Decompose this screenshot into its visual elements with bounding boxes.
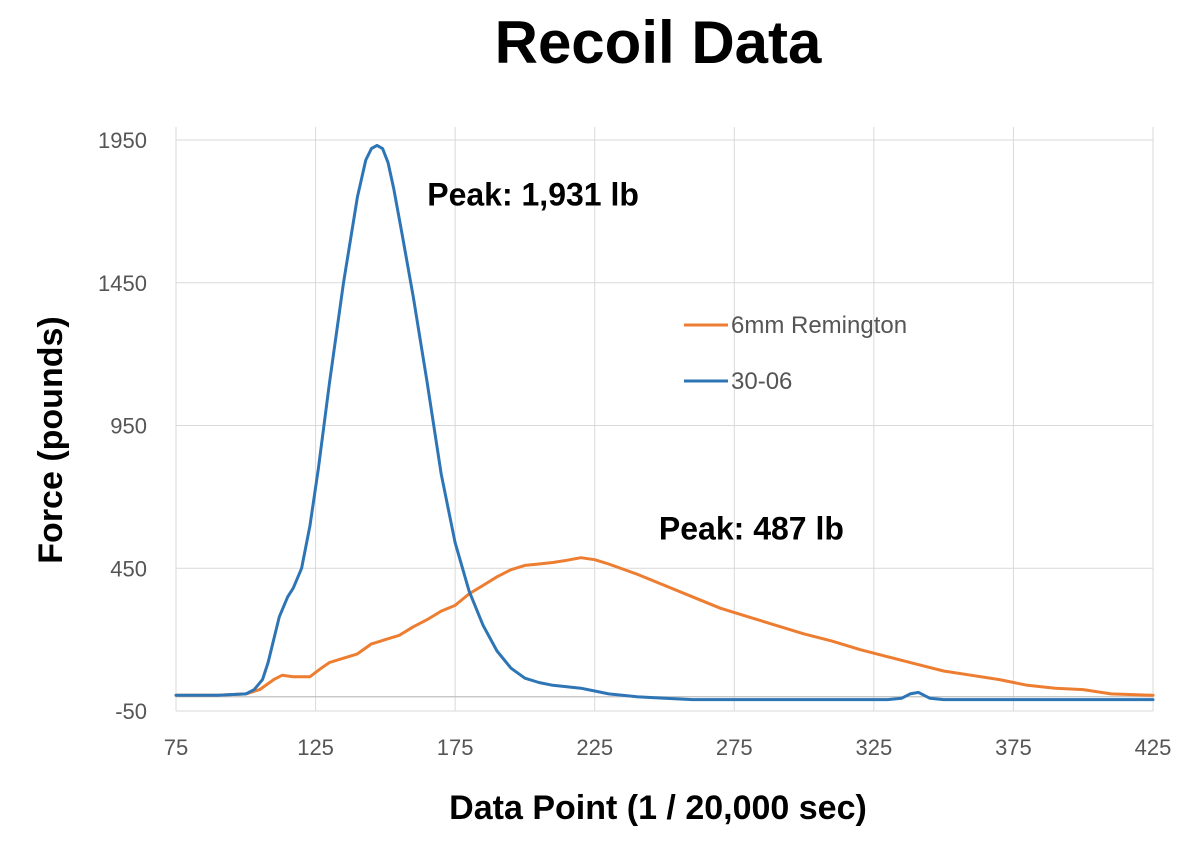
y-axis-ticks: -50 450 950 1450 1950 <box>98 128 147 724</box>
y-tick-label: 1950 <box>98 128 147 153</box>
peak-annotation: Peak: 487 lb <box>659 511 844 547</box>
annotation-layer: Peak: 1,931 lb Peak: 487 lb <box>427 177 844 547</box>
y-axis-title: Force (pounds) <box>32 316 70 563</box>
x-axis-title: Data Point (1 / 20,000 sec) <box>449 789 867 827</box>
peak-annotation: Peak: 1,931 lb <box>427 177 639 213</box>
y-tick-label: 1450 <box>98 271 147 296</box>
series-layer <box>174 143 1155 702</box>
legend: 6mm Remington 30-06 <box>684 312 907 395</box>
x-tick-label: 275 <box>716 735 753 760</box>
x-axis-ticks: 75 125 175 225 275 325 375 425 <box>164 735 1172 760</box>
series-line-6mm-remington <box>174 556 1155 697</box>
x-tick-label: 125 <box>297 735 334 760</box>
chart-title: Recoil Data <box>494 9 822 76</box>
series-line-30-06 <box>174 143 1155 702</box>
gridlines <box>175 127 1154 712</box>
x-tick-label: 175 <box>437 735 474 760</box>
x-tick-label: 225 <box>576 735 613 760</box>
y-tick-label: 450 <box>110 556 147 581</box>
legend-label: 6mm Remington <box>731 312 907 339</box>
y-tick-label: -50 <box>115 699 147 724</box>
legend-label: 30-06 <box>731 368 792 395</box>
x-tick-label: 325 <box>855 735 892 760</box>
x-tick-label: 425 <box>1135 735 1172 760</box>
y-tick-label: 950 <box>110 414 147 439</box>
x-tick-label: 75 <box>164 735 188 760</box>
x-tick-label: 375 <box>995 735 1032 760</box>
